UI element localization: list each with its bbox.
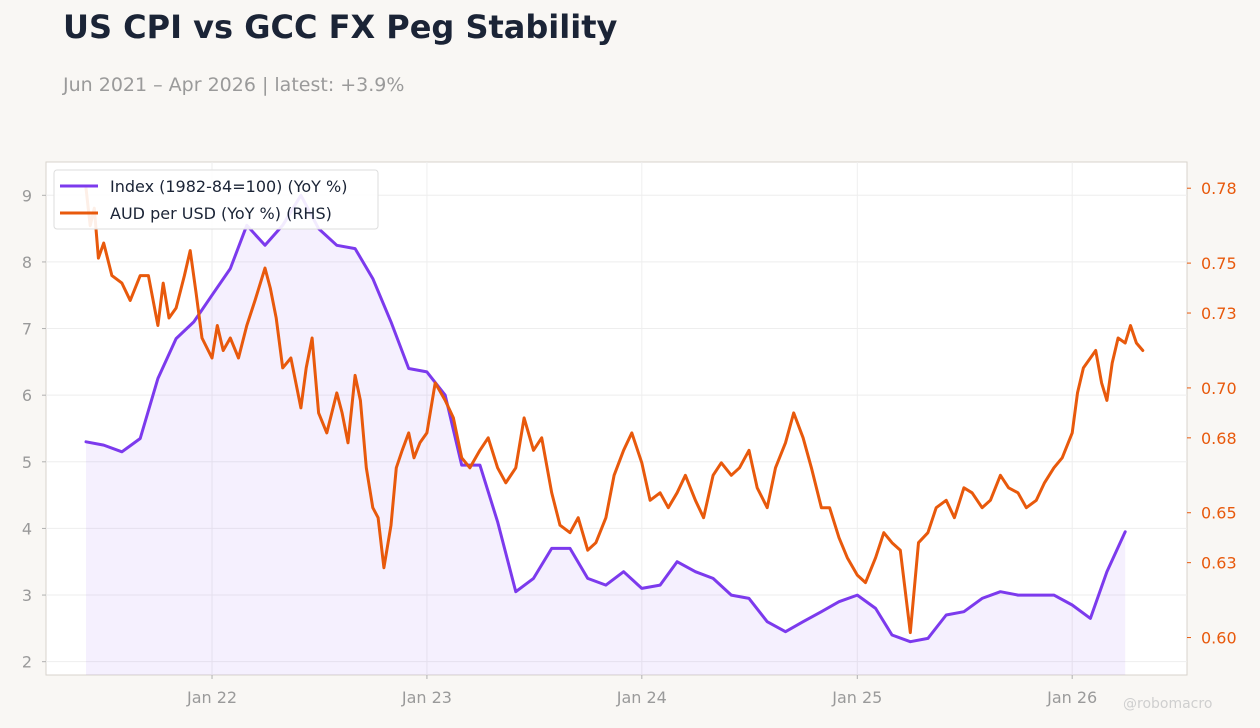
x-tick-label: Jan 25 xyxy=(831,688,882,707)
y-tick-label-right: 0.60 xyxy=(1201,629,1237,648)
y-tick-label-left: 9 xyxy=(22,186,32,205)
y-tick-label-left: 6 xyxy=(22,386,32,405)
y-tick-label-left: 7 xyxy=(22,320,32,339)
legend-label-aud: AUD per USD (YoY %) (RHS) xyxy=(110,204,332,223)
y-tick-label-right: 0.75 xyxy=(1201,254,1237,273)
series-line-1 xyxy=(84,186,1145,635)
y-tick-label-left: 8 xyxy=(22,253,32,272)
series-layer xyxy=(84,186,1145,644)
x-tick-label: Jan 23 xyxy=(401,688,452,707)
series-line-0 xyxy=(84,193,1127,644)
y-tick-label-left: 4 xyxy=(22,519,32,538)
legend-box xyxy=(53,169,379,230)
grid-layer xyxy=(46,162,1187,675)
y-tick-label-right: 0.70 xyxy=(1201,379,1237,398)
chart-subtitle: Jun 2021 – Apr 2026 | latest: +3.9% xyxy=(63,74,405,96)
x-tick-label: Jan 26 xyxy=(1046,688,1097,707)
y-tick-label-right: 0.63 xyxy=(1201,554,1237,573)
x-tick-label: Jan 22 xyxy=(186,688,237,707)
y-tick-label-right: 0.65 xyxy=(1201,504,1237,523)
y-tick-label-left: 2 xyxy=(22,653,32,672)
legend-label-cpi: Index (1982-84=100) (YoY %) xyxy=(110,177,347,196)
y-tick-label-right: 0.78 xyxy=(1201,179,1237,198)
y-tick-label-right: 0.68 xyxy=(1201,429,1237,448)
watermark: @robomacro xyxy=(1123,696,1213,712)
legend: Index (1982-84=100) (YoY %) AUD per USD … xyxy=(53,169,379,230)
x-tick-label: Jan 24 xyxy=(616,688,667,707)
y-tick-label-right: 0.73 xyxy=(1201,304,1237,323)
series-area-0 xyxy=(86,195,1126,676)
plot-area xyxy=(45,161,1188,676)
chart-title: US CPI vs GCC FX Peg Stability xyxy=(63,8,618,46)
y-tick-label-left: 5 xyxy=(22,453,32,472)
axis-layer: 2 3 4 5 6 7 8 9 0.60 0.63 0.65 0.68 0.70 0.73 0.75 0.78… xyxy=(22,179,1237,707)
y-tick-label-left: 3 xyxy=(22,586,32,605)
fill-layer xyxy=(86,195,1126,676)
